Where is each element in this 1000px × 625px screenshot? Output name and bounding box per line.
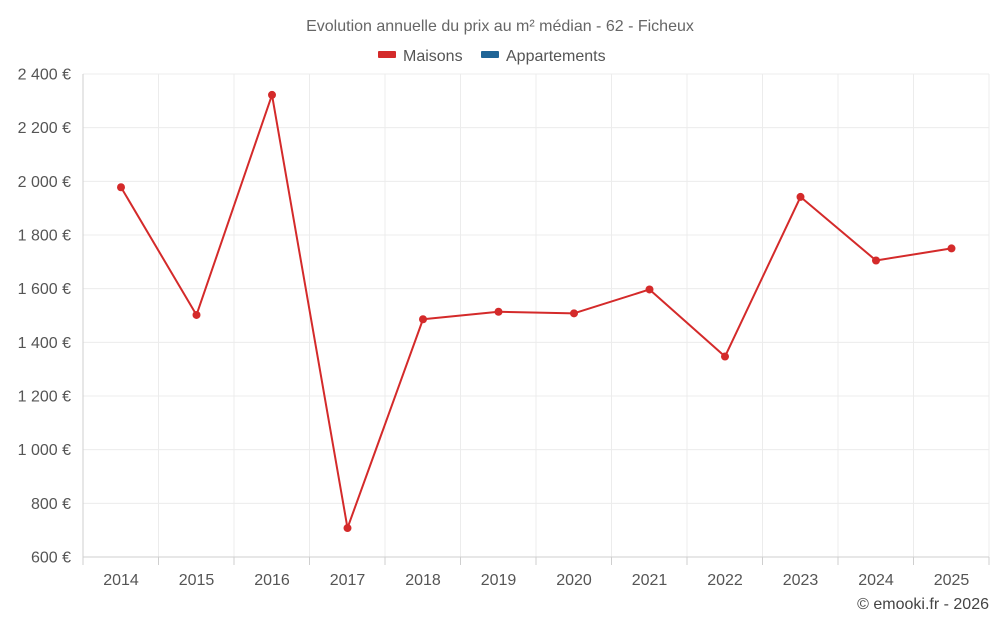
x-tick-label: 2016 xyxy=(254,572,290,589)
y-tick-label: 2 200 € xyxy=(18,120,71,137)
x-axis-ticks: 2014 2015 2016 2017 2018 2019 2020 2021 2022 2023… xyxy=(103,572,969,589)
series-layer xyxy=(117,90,956,533)
data-point-maisons-2022[interactable] xyxy=(721,352,729,361)
grid xyxy=(83,73,990,557)
series-line-maisons xyxy=(120,93,952,530)
x-tick-label: 2024 xyxy=(858,572,894,589)
x-tick-label: 2014 xyxy=(103,572,139,589)
data-point-maisons-2025[interactable] xyxy=(947,244,956,253)
data-point-maisons-2019[interactable] xyxy=(494,307,503,316)
copyright-text: © emooki.fr - 2026 xyxy=(857,596,989,613)
y-tick-label: 1 400 € xyxy=(18,335,71,352)
x-tick-label: 2018 xyxy=(405,572,441,589)
legend-swatch-maisons xyxy=(378,51,396,58)
legend-item-maisons[interactable]: Maisons xyxy=(378,48,463,65)
y-tick-label: 800 € xyxy=(31,496,71,513)
data-point-maisons-2020[interactable] xyxy=(570,309,578,318)
x-tick-label: 2019 xyxy=(481,572,517,589)
y-tick-label: 1 600 € xyxy=(18,281,71,298)
x-tick-label: 2021 xyxy=(632,572,668,589)
legend-swatch-appartements xyxy=(481,51,499,58)
data-point-maisons-2024[interactable] xyxy=(872,256,880,265)
legend[interactable]: Maisons Appartements xyxy=(378,48,606,65)
x-tick-label: 2025 xyxy=(934,572,970,589)
x-tick-label: 2017 xyxy=(330,572,366,589)
data-point-maisons-2023[interactable] xyxy=(796,192,805,201)
legend-label-appartements[interactable]: Appartements xyxy=(506,48,606,65)
data-point-maisons-2016[interactable] xyxy=(268,90,276,99)
y-tick-label: 1 200 € xyxy=(18,389,71,406)
y-tick-label: 1 000 € xyxy=(18,442,71,459)
y-tick-label: 600 € xyxy=(31,550,71,567)
y-tick-label: 1 800 € xyxy=(18,228,71,245)
y-tick-label: 2 000 € xyxy=(18,174,71,191)
data-point-maisons-2018[interactable] xyxy=(419,315,427,324)
axes xyxy=(82,74,990,565)
y-tick-label: 2 400 € xyxy=(18,67,71,84)
data-point-maisons-2015[interactable] xyxy=(192,310,201,319)
x-tick-label: 2023 xyxy=(783,572,819,589)
x-tick-label: 2015 xyxy=(179,572,215,589)
data-point-maisons-2014[interactable] xyxy=(117,183,125,192)
x-tick-label: 2020 xyxy=(556,572,592,589)
data-point-maisons-2017[interactable] xyxy=(343,524,352,533)
chart-title: Evolution annuelle du prix au m² médian … xyxy=(306,18,694,35)
data-point-maisons-2021[interactable] xyxy=(645,285,654,294)
y-axis-ticks: 600 € 800 € 1 000 € 1 200 € 1 400 € 1 600 € 1 … xyxy=(18,67,71,567)
legend-label-maisons[interactable]: Maisons xyxy=(403,48,463,65)
legend-item-appartements[interactable]: Appartements xyxy=(481,48,606,65)
x-tick-label: 2022 xyxy=(707,572,743,589)
